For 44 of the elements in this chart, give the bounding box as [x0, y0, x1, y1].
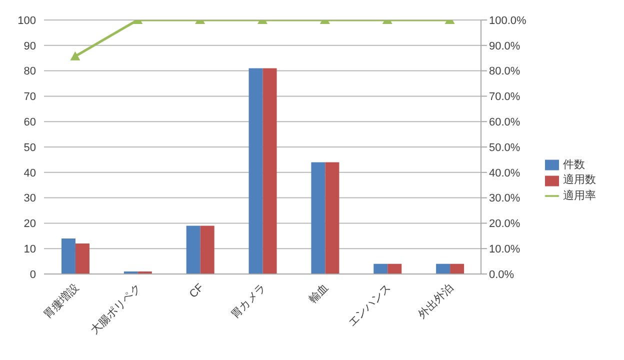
y-tick-label: 0	[30, 268, 36, 281]
x-tick-label: CF	[187, 281, 206, 300]
x-tick-label: 外出外泊	[416, 280, 456, 322]
y2-tick-label: 50.0%	[489, 142, 520, 154]
y2-tick-label: 0.0%	[489, 268, 514, 281]
bar	[436, 264, 450, 274]
legend-label: 適用率	[563, 190, 596, 202]
y2-tick-label: 100.0%	[489, 14, 527, 27]
bar	[200, 226, 214, 274]
x-tick-label: 大腸ポリペク	[88, 280, 144, 337]
y-tick-label: 40	[24, 167, 36, 180]
y-tick-label: 50	[24, 142, 36, 154]
bar	[450, 264, 464, 274]
bar	[325, 162, 340, 274]
bar	[248, 68, 263, 274]
y2-tick-label: 20.0%	[489, 218, 520, 230]
bar	[186, 226, 200, 274]
legend-label: 適用数	[563, 174, 596, 186]
y2-tick-label: 90.0%	[489, 40, 520, 52]
y2-tick-label: 30.0%	[489, 192, 520, 205]
bar	[388, 264, 402, 274]
bar	[374, 264, 388, 274]
x-tick-label: 輸血	[307, 282, 332, 306]
y-tick-label: 70	[24, 91, 36, 104]
y-tick-label: 20	[24, 218, 36, 230]
y2-tick-label: 80.0%	[489, 66, 520, 78]
y2-tick-label: 60.0%	[489, 116, 520, 129]
bar	[61, 238, 76, 274]
y2-tick-label: 70.0%	[489, 91, 520, 104]
y-tick-label: 80	[24, 66, 36, 78]
bar	[75, 244, 90, 274]
y-tick-label: 30	[24, 192, 36, 205]
y-tick-label: 60	[24, 116, 36, 129]
legend-label: 件数	[563, 159, 585, 172]
y-tick-label: 10	[24, 244, 36, 256]
x-tick-label: 胃カメラ	[229, 282, 269, 322]
x-tick-label: 胃瘻増設	[41, 280, 82, 322]
y-tick-label: 90	[24, 40, 36, 52]
y2-tick-label: 10.0%	[489, 244, 520, 256]
y-tick-label: 100	[18, 14, 36, 27]
bar	[262, 68, 277, 274]
y2-tick-label: 40.0%	[489, 167, 520, 180]
bar	[311, 162, 326, 274]
x-tick-label: エンハンス	[346, 282, 394, 330]
